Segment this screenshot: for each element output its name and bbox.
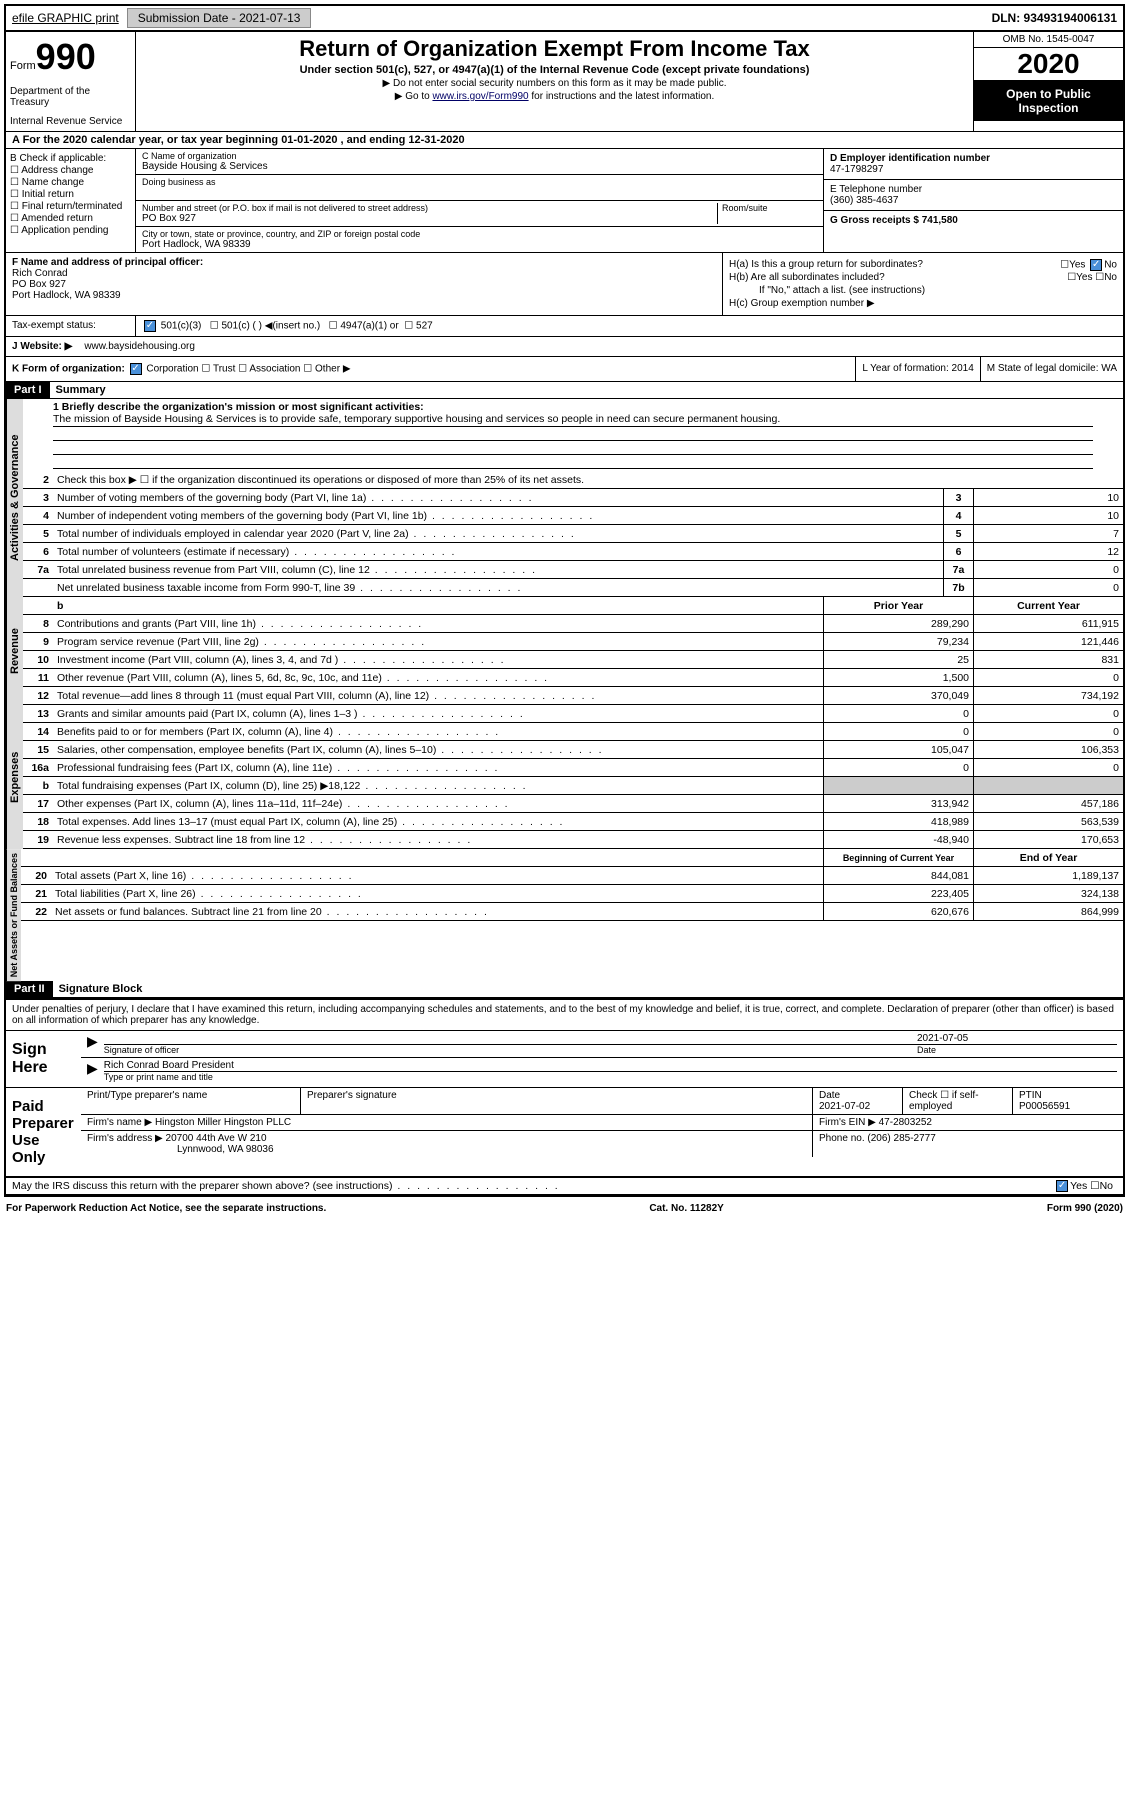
state-domicile: M State of legal domicile: WA xyxy=(980,357,1123,381)
col-c-org-info: C Name of organizationBayside Housing & … xyxy=(136,149,823,252)
chk-address-change[interactable]: ☐ Address change xyxy=(10,165,131,176)
page-footer: For Paperwork Reduction Act Notice, see … xyxy=(0,1201,1129,1216)
row-website: J Website: ▶ www.baysidehousing.org xyxy=(6,337,1123,357)
paid-preparer-label: Paid Preparer Use Only xyxy=(6,1088,81,1176)
row-k: K Form of organization: Corporation ☐ Tr… xyxy=(6,357,1123,382)
tax-year: 2020 xyxy=(974,48,1123,81)
chk-501c3[interactable] xyxy=(144,320,156,332)
officer-name: Rich Conrad xyxy=(12,268,716,279)
section-fgh: F Name and address of principal officer:… xyxy=(6,253,1123,316)
ptin: P00056591 xyxy=(1019,1101,1117,1112)
submission-btn[interactable]: Submission Date - 2021-07-13 xyxy=(127,8,312,28)
summary-netassets: Net Assets or Fund Balances Beginning of… xyxy=(6,849,1123,981)
header-right: OMB No. 1545-0047 2020 Open to Public In… xyxy=(973,32,1123,131)
summary-revenue: Revenue bPrior YearCurrent Year 8Contrib… xyxy=(6,597,1123,705)
sig-declaration: Under penalties of perjury, I declare th… xyxy=(6,1000,1123,1031)
chk-pending[interactable]: ☐ Application pending xyxy=(10,225,131,236)
phone: (360) 385-4637 xyxy=(830,195,1117,206)
year-formation: L Year of formation: 2014 xyxy=(855,357,979,381)
row-tax-status: Tax-exempt status: 501(c)(3) ☐ 501(c) ( … xyxy=(6,316,1123,337)
chk-corporation[interactable] xyxy=(130,363,142,375)
firm-name: Hingston Miller Hingston PLLC xyxy=(155,1117,291,1128)
form-word: Form xyxy=(10,60,36,72)
sign-here-label: Sign Here xyxy=(6,1031,81,1087)
form-header: Form990 Department of the Treasury Inter… xyxy=(6,32,1123,132)
form-note1: ▶ Do not enter social security numbers o… xyxy=(140,78,969,89)
summary-governance: Activities & Governance 1 Briefly descri… xyxy=(6,399,1123,597)
mission-text: The mission of Bayside Housing & Service… xyxy=(53,413,1093,427)
signature-section: Under penalties of perjury, I declare th… xyxy=(6,998,1123,1195)
section-bc: B Check if applicable: ☐ Address change … xyxy=(6,149,1123,253)
chk-group-no[interactable] xyxy=(1090,259,1102,271)
org-city: Port Hadlock, WA 98339 xyxy=(142,239,817,250)
col-de: D Employer identification number47-17982… xyxy=(823,149,1123,252)
vtab-revenue: Revenue xyxy=(6,597,23,705)
gross-receipts: G Gross receipts $ 741,580 xyxy=(830,215,1117,226)
irs-link[interactable]: www.irs.gov/Form990 xyxy=(432,91,528,102)
col-b-checkboxes: B Check if applicable: ☐ Address change … xyxy=(6,149,136,252)
firm-phone: (206) 285-2777 xyxy=(867,1133,935,1144)
col-h-group: H(a) Is this a group return for subordin… xyxy=(723,253,1123,315)
form-title: Return of Organization Exempt From Incom… xyxy=(140,36,969,62)
chk-final-return[interactable]: ☐ Final return/terminated xyxy=(10,201,131,212)
part2-header: Part II Signature Block xyxy=(6,981,1123,998)
topbar: efile GRAPHIC print Submission Date - 20… xyxy=(6,6,1123,32)
org-name: Bayside Housing & Services xyxy=(142,161,817,172)
col-f-officer: F Name and address of principal officer:… xyxy=(6,253,723,315)
form-note2: ▶ Go to www.irs.gov/Form990 for instruct… xyxy=(140,91,969,102)
header-left: Form990 Department of the Treasury Inter… xyxy=(6,32,136,131)
website-url: www.baysidehousing.org xyxy=(78,337,201,356)
firm-ein: 47-2803252 xyxy=(879,1117,932,1128)
part1-header: Part I Summary xyxy=(6,382,1123,399)
chk-name-change[interactable]: ☐ Name change xyxy=(10,177,131,188)
form-page: efile GRAPHIC print Submission Date - 20… xyxy=(4,4,1125,1197)
row-a-tax-year: A For the 2020 calendar year, or tax yea… xyxy=(6,132,1123,149)
vtab-netassets: Net Assets or Fund Balances xyxy=(6,849,21,981)
chk-initial-return[interactable]: ☐ Initial return xyxy=(10,189,131,200)
chk-discuss-yes[interactable] xyxy=(1056,1180,1068,1192)
dln: DLN: 93493194006131 xyxy=(986,9,1123,27)
public-inspection: Open to Public Inspection xyxy=(974,81,1123,121)
efile-link[interactable]: efile GRAPHIC print xyxy=(6,9,125,27)
dept-treasury: Department of the Treasury xyxy=(10,78,131,108)
officer-sig-name: Rich Conrad Board President xyxy=(104,1060,1117,1071)
omb-number: OMB No. 1545-0047 xyxy=(974,32,1123,48)
org-address: PO Box 927 xyxy=(142,213,717,224)
vtab-expenses: Expenses xyxy=(6,705,23,849)
chk-amended[interactable]: ☐ Amended return xyxy=(10,213,131,224)
ein: 47-1798297 xyxy=(830,164,1117,175)
summary-expenses: Expenses 13Grants and similar amounts pa… xyxy=(6,705,1123,849)
header-center: Return of Organization Exempt From Incom… xyxy=(136,32,973,131)
vtab-governance: Activities & Governance xyxy=(6,399,23,597)
form-number: 990 xyxy=(36,36,96,77)
form-subtitle: Under section 501(c), 527, or 4947(a)(1)… xyxy=(140,64,969,76)
dept-irs: Internal Revenue Service xyxy=(10,108,131,127)
